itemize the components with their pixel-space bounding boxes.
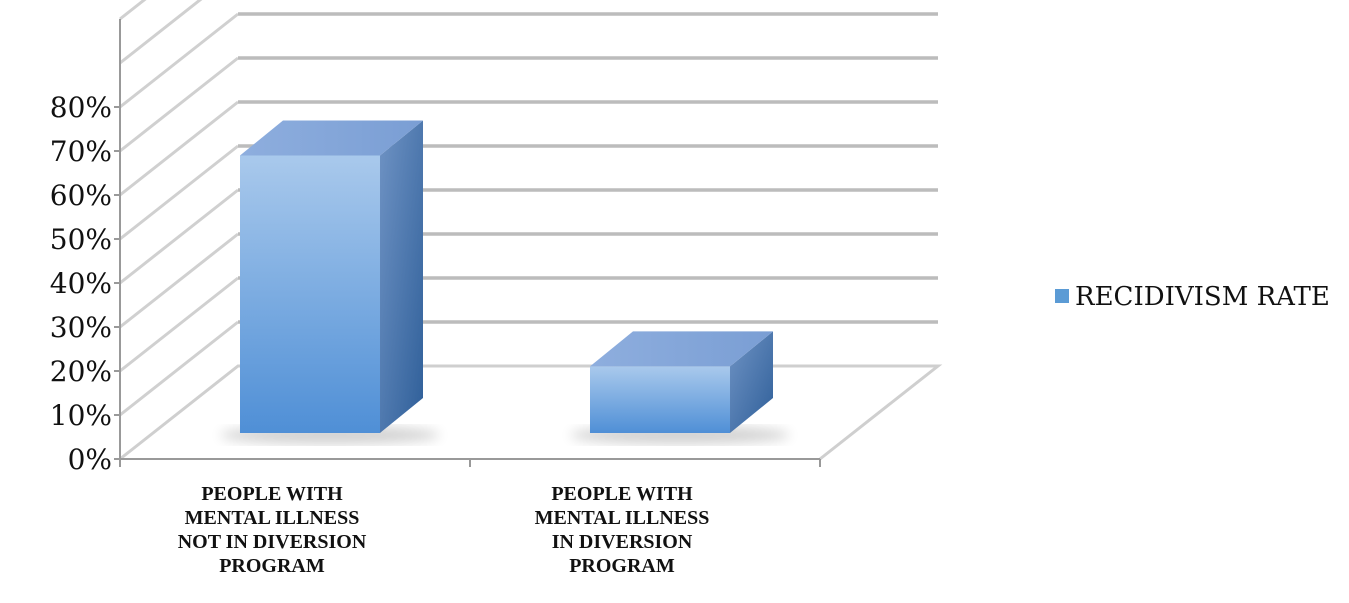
bars (220, 120, 790, 444)
category-label: PEOPLE WITH MENTAL ILLNESS NOT IN DIVERSIO… (178, 483, 367, 577)
bar-top (590, 331, 773, 367)
y-tick-label: 30% (50, 311, 112, 344)
bar-top (240, 120, 423, 156)
gridline-side (119, 320, 239, 417)
category-label-line: PEOPLE WITH (201, 483, 343, 505)
y-tick-label: 70% (50, 135, 112, 168)
gridline-side (119, 144, 239, 241)
category-label-line: PEOPLE WITH (551, 483, 693, 505)
bar-side (730, 331, 773, 433)
gridline-side (119, 12, 239, 109)
gridline-side (119, 0, 147, 21)
y-tick-label: 60% (50, 179, 112, 212)
gridline-side (119, 0, 203, 65)
category-label-line: MENTAL ILLNESS (535, 507, 710, 529)
category-label-line: MENTAL ILLNESS (185, 507, 360, 529)
category-label-line: IN DIVERSION (552, 531, 693, 553)
gridline-side (119, 276, 239, 373)
category-label-line: NOT IN DIVERSION (178, 531, 367, 553)
category-label-line: PROGRAM (219, 555, 325, 577)
gridline-side (119, 100, 239, 197)
bar-front (240, 155, 380, 433)
bar-side (380, 120, 423, 433)
y-tick-label: 20% (50, 355, 112, 388)
gridline-side (119, 232, 239, 329)
bar (220, 120, 440, 444)
y-tick-label: 80% (50, 91, 112, 124)
bar-front (590, 366, 730, 433)
category-label: PEOPLE WITH MENTAL ILLNESS IN DIVERSION PRO… (535, 483, 710, 577)
y-axis-ticks: 0% 10% 20% 30% 40% 50% 60% 70% 80% (50, 91, 112, 476)
gridline-side (119, 56, 239, 153)
legend-swatch (1055, 289, 1069, 303)
legend-label: RECIDIVISM RATE (1075, 282, 1330, 312)
x-axis-categories: PEOPLE WITH MENTAL ILLNESS NOT IN DIVERSIO… (178, 483, 710, 577)
y-tick-label: 0% (68, 443, 112, 476)
floor-outline (119, 364, 943, 461)
bar (570, 331, 790, 444)
axes (114, 19, 821, 467)
y-tick-label: 50% (50, 223, 112, 256)
legend: RECIDIVISM RATE (1055, 282, 1330, 312)
gridline-side (119, 188, 239, 285)
category-label-line: PROGRAM (569, 555, 675, 577)
y-tick-label: 10% (50, 399, 112, 432)
y-tick-label: 40% (50, 267, 112, 300)
